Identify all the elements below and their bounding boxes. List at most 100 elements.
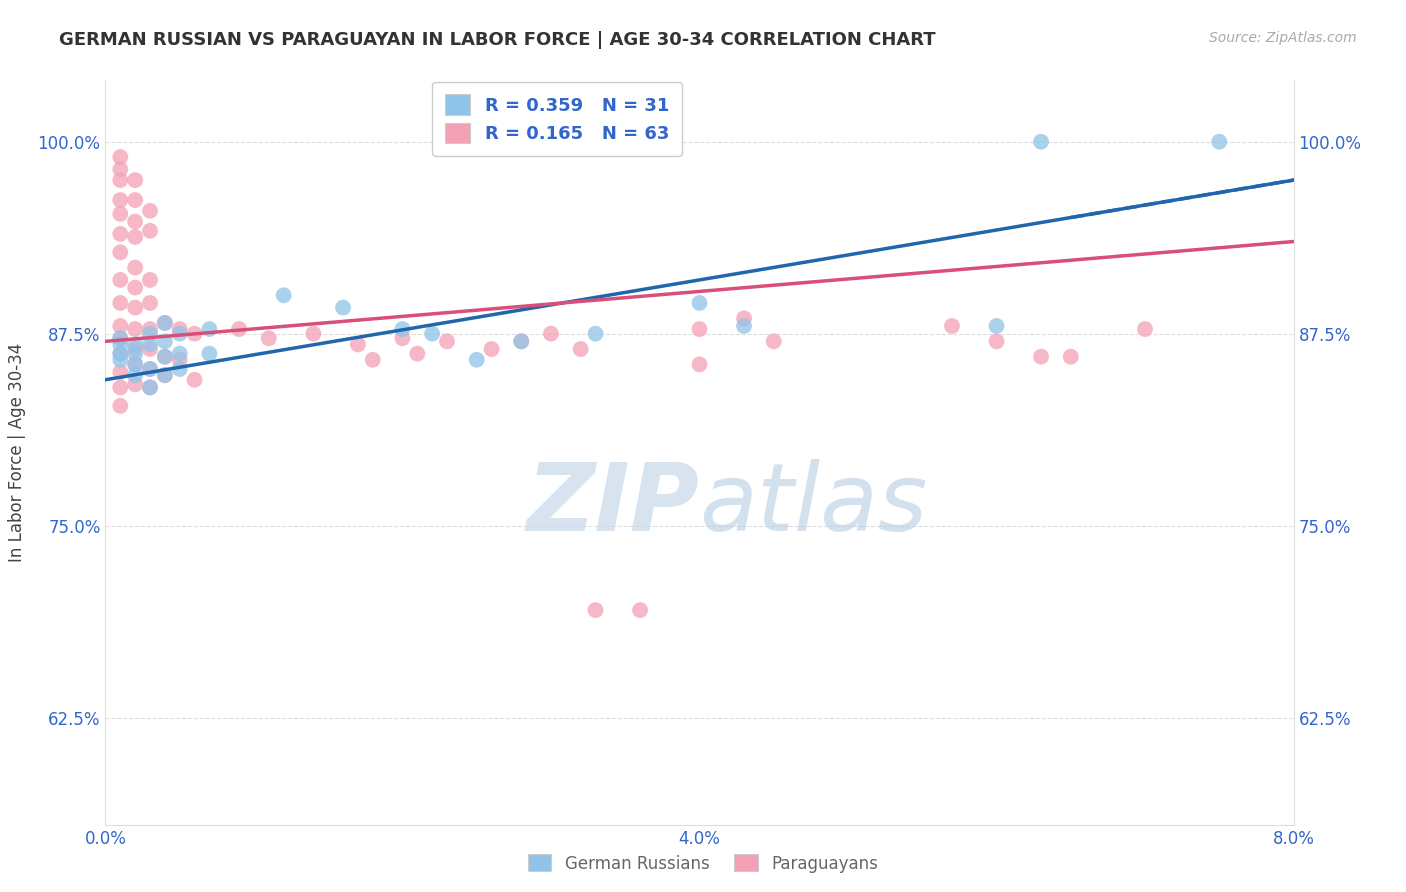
Point [153,316,176,330]
Point [110,296,132,310]
Point [628,603,651,617]
Point [941,318,963,333]
Point [124,230,146,244]
Point [1029,350,1052,364]
Point [124,337,146,351]
Point [689,296,711,310]
Point [569,342,592,356]
Point [257,331,280,345]
Point [139,362,162,376]
Text: ZIP: ZIP [527,458,700,551]
Point [406,346,429,360]
Point [139,362,162,376]
Point [585,603,607,617]
Y-axis label: In Labor Force | Age 30-34: In Labor Force | Age 30-34 [8,343,27,562]
Point [139,337,162,351]
Point [585,326,607,341]
Text: atlas: atlas [700,459,928,550]
Point [110,207,132,221]
Point [183,373,205,387]
Point [124,342,146,356]
Point [302,326,325,341]
Point [1029,135,1052,149]
Point [124,368,146,383]
Point [689,322,711,336]
Point [139,380,162,394]
Point [110,365,132,379]
Point [436,334,458,349]
Point [183,326,205,341]
Point [733,318,755,333]
Point [169,322,191,336]
Point [391,322,413,336]
Point [139,326,162,341]
Point [110,346,132,360]
Point [110,331,132,345]
Point [1133,322,1156,336]
Legend: R = 0.359   N = 31, R = 0.165   N = 63: R = 0.359 N = 31, R = 0.165 N = 63 [432,82,682,156]
Point [153,368,176,383]
Point [198,346,221,360]
Point [139,380,162,394]
Point [153,368,176,383]
Point [139,273,162,287]
Text: GERMAN RUSSIAN VS PARAGUAYAN IN LABOR FORCE | AGE 30-34 CORRELATION CHART: GERMAN RUSSIAN VS PARAGUAYAN IN LABOR FO… [59,31,935,49]
Point [110,173,132,187]
Point [110,193,132,207]
Point [124,322,146,336]
Point [332,301,354,315]
Point [124,346,146,360]
Point [124,280,146,294]
Point [273,288,295,302]
Point [153,316,176,330]
Point [124,173,146,187]
Point [139,224,162,238]
Point [124,377,146,392]
Point [124,301,146,315]
Point [762,334,785,349]
Point [110,162,132,177]
Point [169,362,191,376]
Point [110,380,132,394]
Point [420,326,443,341]
Point [124,260,146,275]
Point [124,193,146,207]
Point [540,326,562,341]
Point [510,334,533,349]
Point [1208,135,1230,149]
Point [733,311,755,326]
Point [169,346,191,360]
Point [198,322,221,336]
Point [510,334,533,349]
Point [169,352,191,367]
Point [153,334,176,349]
Point [689,358,711,372]
Point [110,331,132,345]
Point [110,346,132,360]
Point [153,350,176,364]
Point [228,322,250,336]
Point [139,296,162,310]
Point [986,334,1008,349]
Point [347,337,370,351]
Point [110,399,132,413]
Point [124,358,146,372]
Point [110,273,132,287]
Point [986,318,1008,333]
Point [465,352,488,367]
Legend: German Russians, Paraguayans: German Russians, Paraguayans [522,847,884,880]
Point [1060,350,1083,364]
Point [110,337,132,351]
Point [361,352,384,367]
Point [153,350,176,364]
Point [110,227,132,241]
Point [481,342,503,356]
Point [124,214,146,228]
Point [139,203,162,218]
Point [169,326,191,341]
Point [139,342,162,356]
Point [110,318,132,333]
Text: Source: ZipAtlas.com: Source: ZipAtlas.com [1209,31,1357,45]
Point [110,245,132,260]
Point [391,331,413,345]
